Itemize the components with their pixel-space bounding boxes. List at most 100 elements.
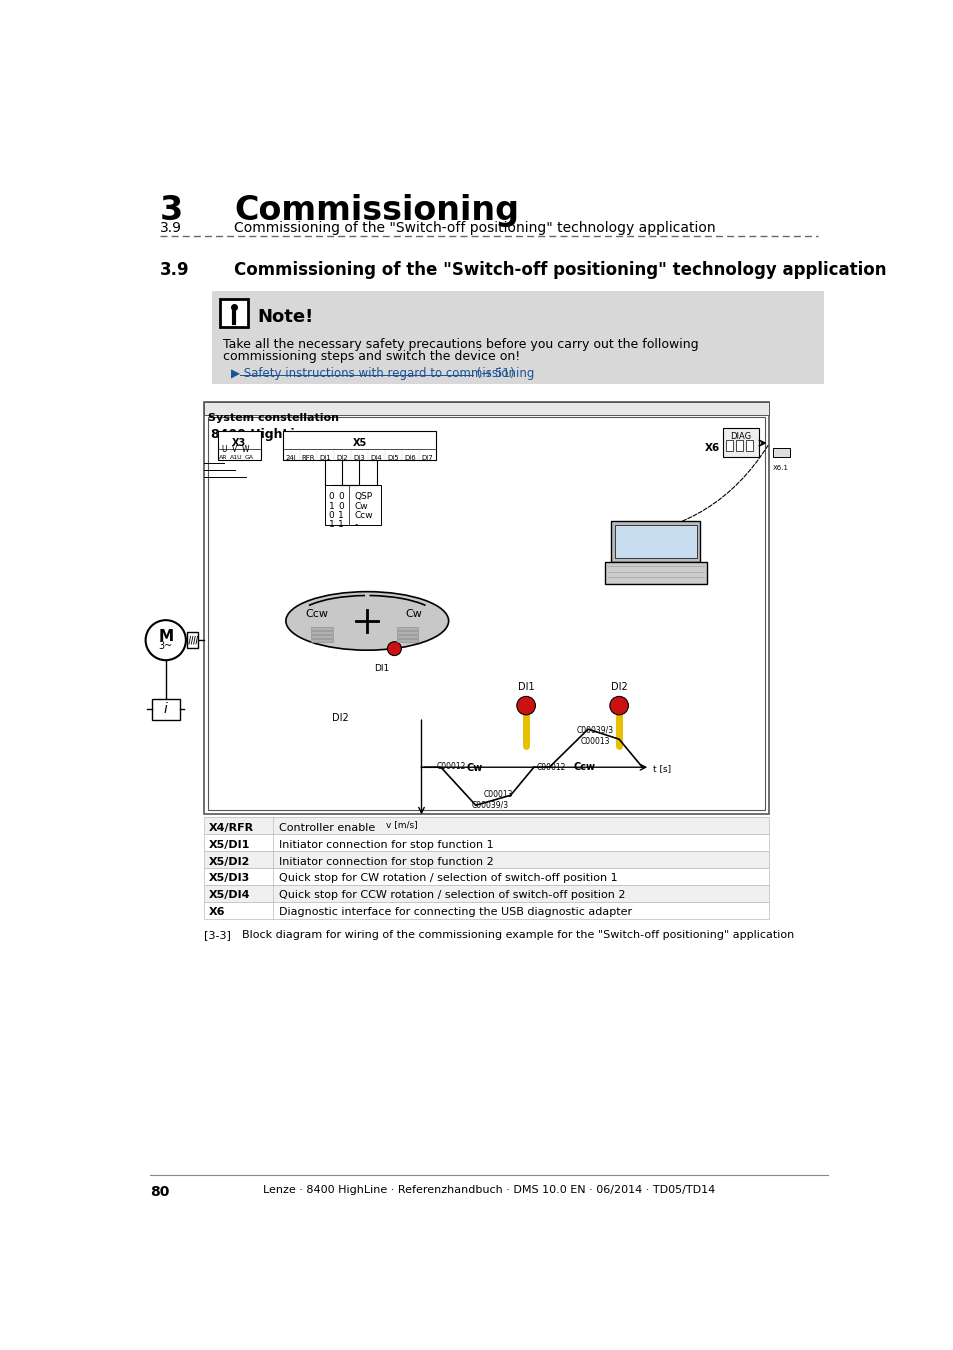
Text: DI2: DI2 (610, 682, 627, 691)
Text: DI6: DI6 (404, 455, 416, 460)
Text: Lenze · 8400 HighLine · Referenzhandbuch · DMS 10.0 EN · 06/2014 · TD05/TD14: Lenze · 8400 HighLine · Referenzhandbuch… (262, 1184, 715, 1195)
Text: M: M (158, 629, 173, 644)
Bar (204, 402, 768, 814)
Text: ▶ Safety instructions with regard to commissioning: ▶ Safety instructions with regard to com… (231, 367, 534, 379)
Bar (396, 634, 418, 637)
Text: Cw: Cw (405, 609, 422, 620)
Text: System constellation: System constellation (208, 413, 339, 423)
Text: DI1: DI1 (374, 664, 389, 674)
Text: v [m/s]: v [m/s] (386, 821, 417, 829)
Text: RFR: RFR (301, 455, 314, 460)
Text: X6: X6 (704, 443, 720, 454)
Text: 1: 1 (329, 502, 335, 510)
Bar (282, 431, 436, 460)
Text: Quick stop for CW rotation / selection of switch-off position 1: Quick stop for CW rotation / selection o… (278, 873, 617, 883)
Bar (736, 440, 742, 451)
Text: X5/DI2: X5/DI2 (209, 856, 251, 867)
Text: C00039/3: C00039/3 (472, 801, 509, 809)
Bar (722, 428, 758, 456)
Text: 0: 0 (329, 510, 335, 520)
Text: 3.9: 3.9 (159, 261, 189, 278)
Text: DI3: DI3 (354, 455, 365, 460)
Bar (725, 440, 732, 451)
Text: Block diagram for wiring of the commissioning example for the "Switch-off positi: Block diagram for wiring of the commissi… (241, 930, 793, 940)
Text: commissioning steps and switch the device on!: commissioning steps and switch the devic… (223, 350, 519, 363)
Text: DI4: DI4 (371, 455, 382, 460)
Text: GA: GA (245, 455, 253, 459)
Bar (311, 628, 333, 630)
Text: 1: 1 (337, 510, 343, 520)
Text: 24I: 24I (286, 455, 296, 460)
Bar (204, 817, 768, 834)
Text: X5/DI1: X5/DI1 (209, 840, 251, 849)
Ellipse shape (286, 591, 448, 651)
Bar (208, 417, 764, 810)
Text: V: V (232, 446, 237, 455)
Bar (396, 628, 418, 630)
Text: X4/RFR: X4/RFR (209, 822, 254, 833)
Text: Commissioning of the "Switch-off positioning" technology application: Commissioning of the "Switch-off positio… (233, 220, 715, 235)
Text: Initiator connection for stop function 1: Initiator connection for stop function 1 (278, 840, 493, 849)
Text: Quick stop for CCW rotation / selection of switch-off position 2: Quick stop for CCW rotation / selection … (278, 891, 625, 900)
Bar (325, 485, 381, 525)
Text: Note!: Note! (257, 308, 314, 327)
Text: X5/DI3: X5/DI3 (209, 873, 250, 883)
Circle shape (387, 641, 401, 656)
Text: Controller enable: Controller enable (278, 822, 375, 833)
Text: 3: 3 (159, 194, 183, 227)
Text: DIAG: DIAG (729, 432, 751, 441)
Text: Ccw: Ccw (305, 609, 328, 620)
Text: W: W (241, 446, 249, 455)
Bar (204, 402, 768, 416)
Text: C00039/3: C00039/3 (576, 725, 613, 734)
Text: Cw: Cw (355, 502, 368, 510)
Bar (152, 699, 179, 721)
Bar (611, 521, 700, 562)
Text: 3~: 3~ (158, 641, 172, 651)
Circle shape (517, 697, 535, 716)
Text: Initiator connection for stop function 2: Initiator connection for stop function 2 (278, 856, 493, 867)
Bar (212, 292, 823, 383)
Text: 0: 0 (337, 502, 343, 510)
Bar (220, 300, 248, 327)
Text: 80: 80 (150, 1184, 170, 1199)
Text: C00012: C00012 (536, 763, 565, 772)
Bar (311, 639, 333, 641)
Bar (396, 639, 418, 641)
Text: QSP: QSP (355, 493, 373, 501)
Bar (745, 440, 753, 451)
Bar (187, 632, 198, 648)
Text: C00012: C00012 (436, 763, 466, 771)
Text: 8400 HighLine: 8400 HighLine (212, 428, 313, 440)
Text: [3-3]: [3-3] (204, 930, 232, 940)
Text: 1: 1 (337, 520, 343, 529)
Text: DI7: DI7 (421, 455, 433, 460)
Text: Diagnostic interface for connecting the USB diagnostic adapter: Diagnostic interface for connecting the … (278, 907, 631, 918)
Text: Ccw: Ccw (573, 761, 595, 772)
Text: X3: X3 (232, 437, 246, 448)
Circle shape (609, 697, 628, 716)
Text: C00013: C00013 (579, 737, 609, 747)
Text: X5/DI4: X5/DI4 (209, 891, 251, 900)
Text: DI5: DI5 (387, 455, 399, 460)
Bar (217, 431, 261, 460)
Bar (615, 525, 696, 558)
Text: DI2: DI2 (336, 455, 348, 460)
Text: X5: X5 (352, 437, 366, 448)
Text: t [s]: t [s] (653, 764, 671, 774)
Text: DI2: DI2 (332, 713, 349, 724)
Bar (396, 630, 418, 634)
Text: 0: 0 (337, 493, 343, 501)
Text: Ccw: Ccw (355, 510, 373, 520)
Text: i: i (164, 702, 168, 717)
Text: DI1: DI1 (517, 682, 534, 691)
Text: AR: AR (218, 455, 227, 459)
Text: DI1: DI1 (319, 455, 331, 460)
Text: C00013: C00013 (483, 790, 513, 799)
Bar (772, 448, 789, 456)
Text: Take all the necessary safety precautions before you carry out the following: Take all the necessary safety precaution… (223, 338, 698, 351)
Text: X6: X6 (209, 907, 226, 918)
Bar (311, 630, 333, 634)
Text: Commissioning: Commissioning (233, 194, 518, 227)
Text: U: U (221, 446, 227, 455)
